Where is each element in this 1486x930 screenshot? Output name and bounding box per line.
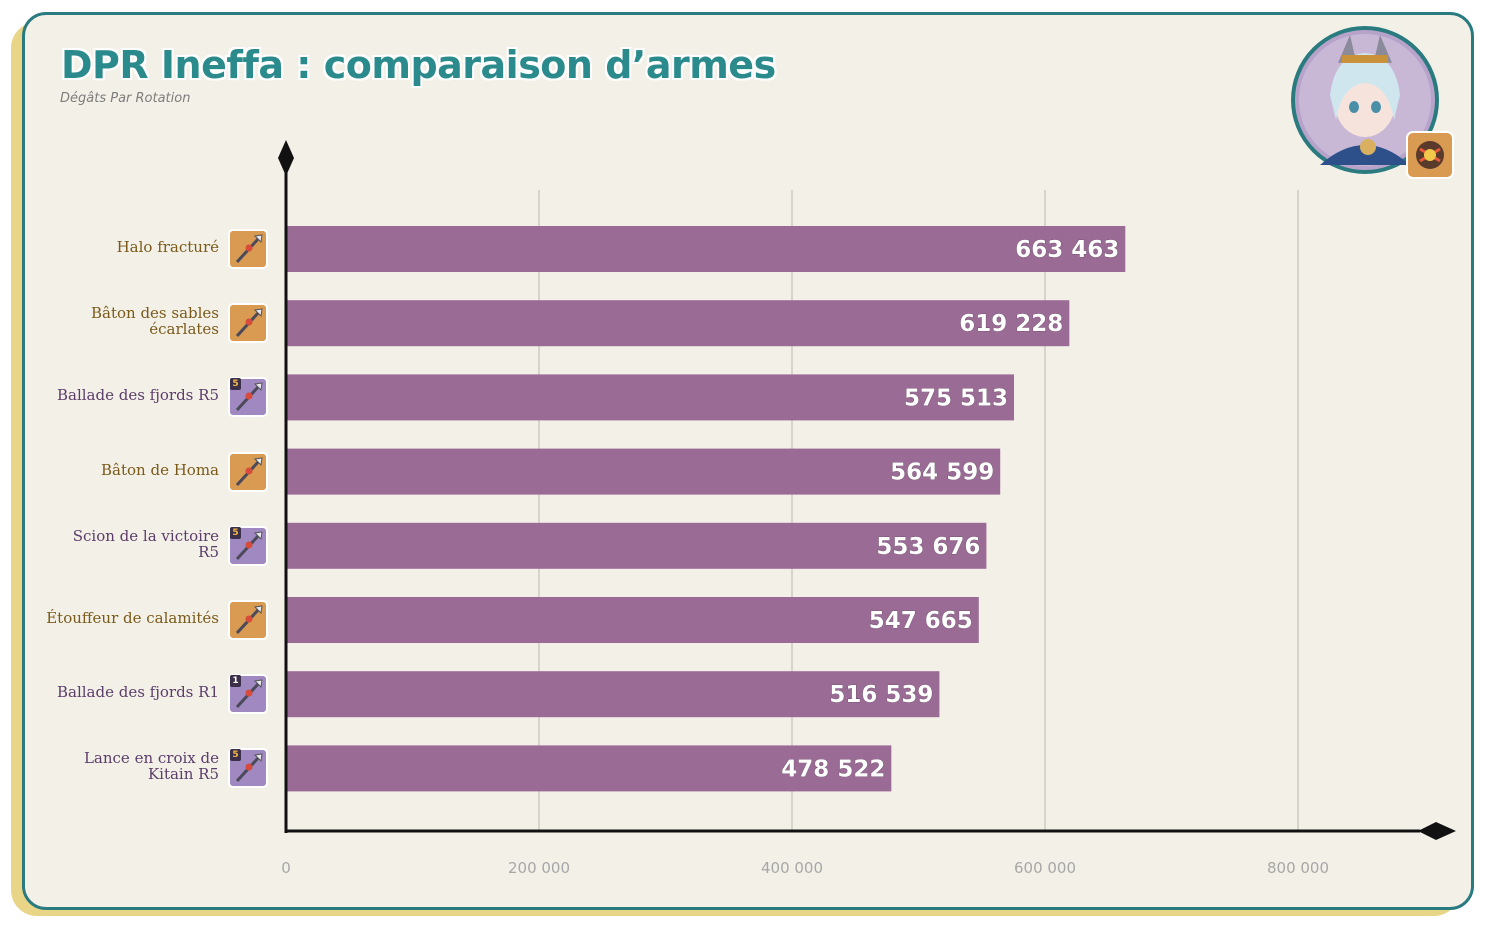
- bar: [286, 597, 979, 643]
- category-label-line: Bâton des sables: [90, 304, 219, 323]
- bar: [286, 745, 892, 792]
- x-tick-label: 400 000: [761, 859, 823, 877]
- category-label-line: Kitain R5: [147, 765, 219, 784]
- bar-value-label: 575 513: [904, 385, 1008, 411]
- category-label-line: Halo fracturé: [116, 238, 219, 256]
- x-tick-label: 200 000: [508, 859, 570, 877]
- bar-value-label: 516 539: [829, 682, 933, 708]
- category-label-line: Scion de la victoire: [72, 526, 219, 545]
- category-label: Scion de la victoire R5: [25, 526, 219, 561]
- category-label-line: Lance en croix de: [83, 749, 219, 768]
- ineffa-portrait-icon: [1291, 26, 1439, 174]
- category-label-line: écarlates: [149, 320, 219, 339]
- bar-value-label: 547 665: [869, 608, 973, 634]
- bar: [286, 671, 940, 718]
- category-label: Lance en croix de Kitain R5: [25, 749, 219, 784]
- chart-subtitle: Dégâts Par Rotation: [60, 91, 191, 106]
- category-label: Halo fracturé: [25, 238, 219, 256]
- electro-element-icon: [1406, 131, 1454, 179]
- x-tick-label: 0: [281, 859, 291, 877]
- bar: [286, 226, 1126, 272]
- refinement-badge: 5: [230, 378, 241, 391]
- refinement-badge: 5: [230, 526, 241, 539]
- category-label: Ballade des fjords R5: [25, 386, 219, 405]
- category-label: Bâton de Homa: [25, 460, 219, 479]
- refinement-badge: 1: [230, 675, 241, 688]
- x-tick-label: 800 000: [1267, 859, 1329, 877]
- bar: [286, 522, 987, 569]
- polearm-weapon-icon: [228, 451, 268, 492]
- polearm-weapon-icon: [228, 229, 268, 269]
- refinement-badge: 5: [230, 749, 241, 762]
- bar-value-label: 478 522: [781, 756, 885, 782]
- chart-title: DPR Ineffa : comparaison d’armes: [61, 43, 776, 87]
- bar: [286, 374, 1015, 421]
- bar-value-label: 553 676: [876, 534, 980, 560]
- y-axis-star-icon: [278, 140, 294, 176]
- category-label-line: Bâton de Homa: [101, 460, 219, 479]
- bar-value-label: 663 463: [1015, 237, 1119, 263]
- category-label-line: Ballade des fjords R5: [56, 386, 219, 405]
- bar-value-label: 564 599: [890, 460, 994, 486]
- category-label-line: Étouffeur de calamités: [46, 609, 219, 627]
- category-label: Étouffeur de calamités: [25, 609, 219, 627]
- polearm-weapon-icon: [228, 303, 268, 344]
- x-axis-star-icon: [1418, 822, 1456, 840]
- category-label: Bâton des sables écarlates: [25, 304, 219, 339]
- x-tick-label: 600 000: [1014, 859, 1076, 877]
- bar: [286, 448, 1001, 495]
- category-label: Ballade des fjords R1: [25, 683, 219, 702]
- category-label-line: R5: [198, 542, 219, 561]
- polearm-weapon-icon: [228, 600, 268, 640]
- bar-value-label: 619 228: [959, 311, 1063, 337]
- bar: [286, 300, 1070, 347]
- category-label-line: Ballade des fjords R1: [56, 683, 219, 702]
